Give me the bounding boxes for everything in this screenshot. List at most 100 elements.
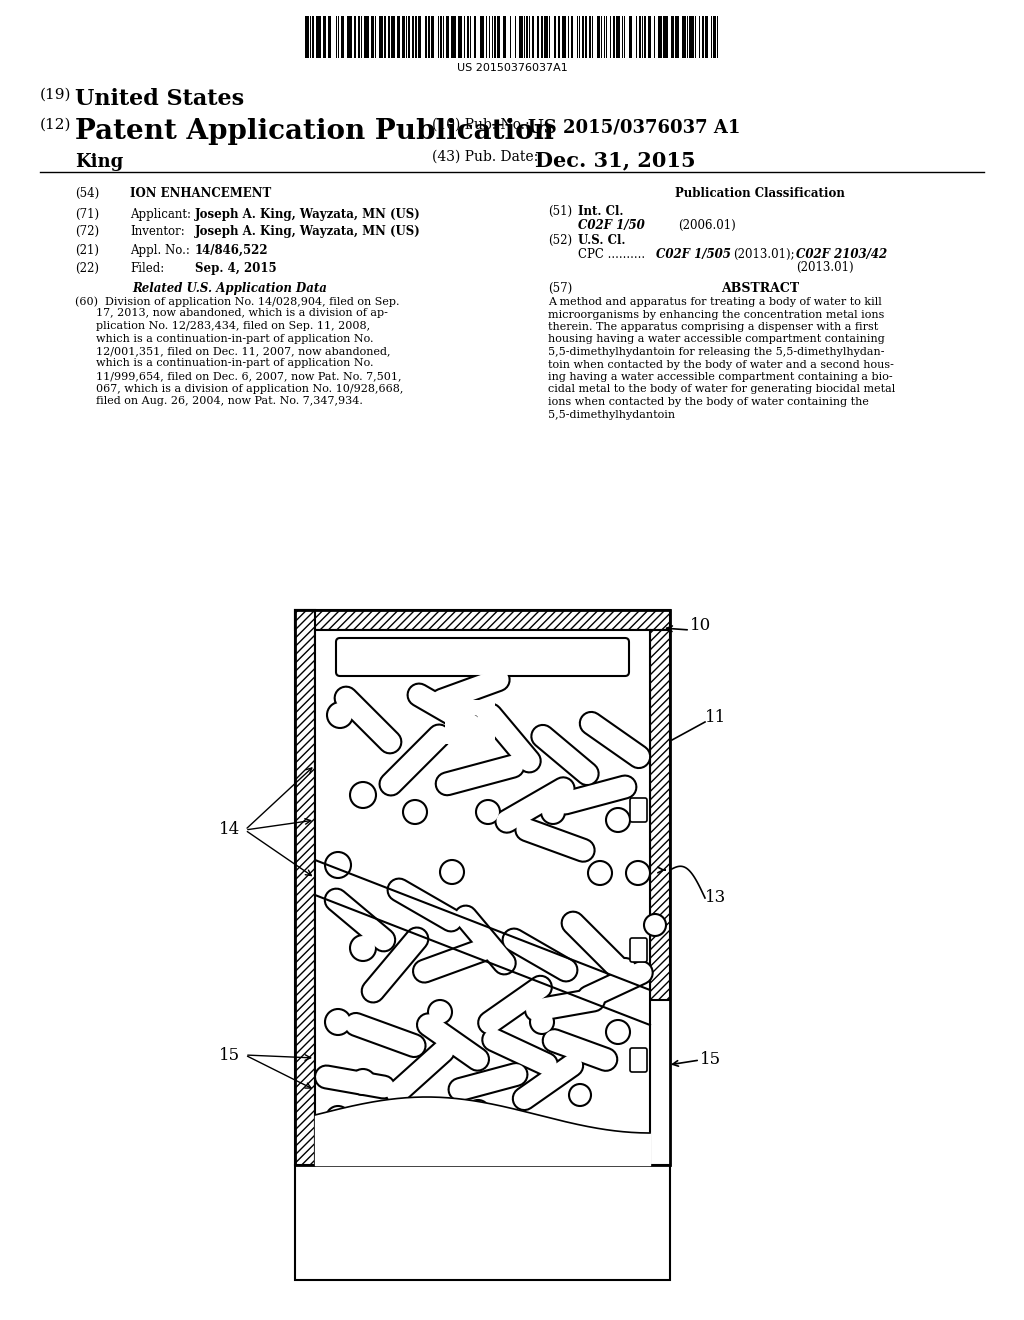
Text: cidal metal to the body of water for generating biocidal metal: cidal metal to the body of water for gen… <box>548 384 895 395</box>
Text: filed on Aug. 26, 2004, now Pat. No. 7,347,934.: filed on Aug. 26, 2004, now Pat. No. 7,3… <box>75 396 362 407</box>
Circle shape <box>530 1010 554 1034</box>
Bar <box>446 16 449 58</box>
Bar <box>494 16 496 58</box>
Text: 11/999,654, filed on Dec. 6, 2007, now Pat. No. 7,501,: 11/999,654, filed on Dec. 6, 2007, now P… <box>75 371 401 381</box>
Bar <box>467 16 469 58</box>
Text: C02F 1/505: C02F 1/505 <box>656 248 731 261</box>
Circle shape <box>606 808 630 832</box>
Bar <box>639 16 641 58</box>
Bar <box>544 16 548 58</box>
Bar <box>589 16 591 58</box>
Bar <box>295 610 670 1166</box>
Bar <box>415 16 417 58</box>
Bar <box>713 16 716 58</box>
Text: 5,5-dimethylhydantoin: 5,5-dimethylhydantoin <box>548 409 675 420</box>
Text: (43) Pub. Date:: (43) Pub. Date: <box>432 150 539 164</box>
Bar <box>702 16 705 58</box>
Text: 5,5-dimethylhydantoin for releasing the 5,5-dimethylhydan-: 5,5-dimethylhydantoin for releasing the … <box>548 347 885 356</box>
Bar <box>497 16 500 58</box>
FancyBboxPatch shape <box>336 638 629 676</box>
Bar <box>519 16 523 58</box>
Bar <box>644 16 646 58</box>
Text: 13: 13 <box>705 890 726 907</box>
Bar <box>428 16 430 58</box>
Bar <box>526 16 528 58</box>
Text: C02F 1/50: C02F 1/50 <box>578 219 645 232</box>
Bar <box>295 610 315 1166</box>
Bar <box>431 16 434 58</box>
Bar <box>558 16 560 58</box>
Text: (51): (51) <box>548 205 572 218</box>
FancyBboxPatch shape <box>630 939 647 962</box>
Bar <box>341 16 344 58</box>
Bar <box>648 16 651 58</box>
Circle shape <box>350 1069 376 1096</box>
Bar <box>650 630 670 1001</box>
Circle shape <box>569 1084 591 1106</box>
Bar <box>371 16 374 58</box>
Circle shape <box>476 800 500 824</box>
Circle shape <box>325 1008 351 1035</box>
Bar <box>379 16 383 58</box>
Bar <box>597 16 600 58</box>
Bar <box>480 16 484 58</box>
Text: 15: 15 <box>219 1047 240 1064</box>
Bar <box>295 1166 670 1280</box>
Bar <box>541 16 543 58</box>
Bar <box>682 16 686 58</box>
Bar <box>305 16 309 58</box>
Text: 14/846,522: 14/846,522 <box>195 244 268 257</box>
Text: A method and apparatus for treating a body of water to kill: A method and apparatus for treating a bo… <box>548 297 882 308</box>
Text: which is a continuation-in-part of application No.: which is a continuation-in-part of appli… <box>75 334 374 343</box>
Bar <box>315 630 650 1166</box>
Circle shape <box>588 861 612 884</box>
Bar <box>418 16 421 58</box>
Text: (2013.01);: (2013.01); <box>733 248 795 261</box>
Bar <box>316 16 321 58</box>
Bar <box>358 16 360 58</box>
Bar <box>613 16 615 58</box>
Text: ABSTRACT: ABSTRACT <box>721 282 799 294</box>
Bar <box>554 16 556 58</box>
Text: US 2015/0376037 A1: US 2015/0376037 A1 <box>528 117 740 136</box>
Bar <box>384 16 386 58</box>
Bar <box>616 16 620 58</box>
Text: (60)  Division of application No. 14/028,904, filed on Sep.: (60) Division of application No. 14/028,… <box>75 296 399 306</box>
Bar <box>354 16 356 58</box>
Text: (71): (71) <box>75 209 99 220</box>
Circle shape <box>606 1020 630 1044</box>
Bar <box>582 16 584 58</box>
Bar <box>562 16 566 58</box>
Text: (22): (22) <box>75 261 99 275</box>
Text: Filed:: Filed: <box>130 261 164 275</box>
Text: (2006.01): (2006.01) <box>678 219 736 232</box>
Circle shape <box>350 935 376 961</box>
Bar <box>474 16 476 58</box>
Circle shape <box>403 800 427 824</box>
Circle shape <box>613 958 637 982</box>
Circle shape <box>350 781 376 808</box>
Circle shape <box>428 1001 452 1024</box>
Bar <box>705 16 708 58</box>
FancyBboxPatch shape <box>630 1048 647 1072</box>
Text: housing having a water accessible compartment containing: housing having a water accessible compar… <box>548 334 885 345</box>
Text: Related U.S. Application Data: Related U.S. Application Data <box>132 282 328 294</box>
Text: 067, which is a division of application No. 10/928,668,: 067, which is a division of application … <box>75 384 403 393</box>
Text: CPC ..........: CPC .......... <box>578 248 645 261</box>
Text: (19): (19) <box>40 88 72 102</box>
Text: microorganisms by enhancing the concentration metal ions: microorganisms by enhancing the concentr… <box>548 309 885 319</box>
Circle shape <box>541 800 565 824</box>
Bar <box>663 16 668 58</box>
Bar <box>364 16 369 58</box>
Bar <box>412 16 414 58</box>
Bar <box>425 16 427 58</box>
Text: Sep. 4, 2015: Sep. 4, 2015 <box>195 261 276 275</box>
Bar <box>532 16 534 58</box>
Text: Patent Application Publication: Patent Application Publication <box>75 117 554 145</box>
Text: 10: 10 <box>690 616 712 634</box>
Text: (72): (72) <box>75 224 99 238</box>
Text: King: King <box>75 153 123 172</box>
Text: Appl. No.:: Appl. No.: <box>130 244 189 257</box>
Text: (57): (57) <box>548 282 572 294</box>
Text: C02F 2103/42: C02F 2103/42 <box>796 248 887 261</box>
